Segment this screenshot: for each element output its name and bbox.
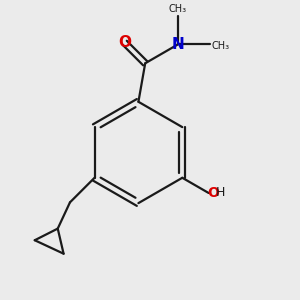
Text: O: O xyxy=(207,186,219,200)
Text: N: N xyxy=(171,37,184,52)
Text: O: O xyxy=(118,35,131,50)
Text: CH₃: CH₃ xyxy=(211,41,229,51)
Text: CH₃: CH₃ xyxy=(169,4,187,14)
Text: H: H xyxy=(216,187,226,200)
